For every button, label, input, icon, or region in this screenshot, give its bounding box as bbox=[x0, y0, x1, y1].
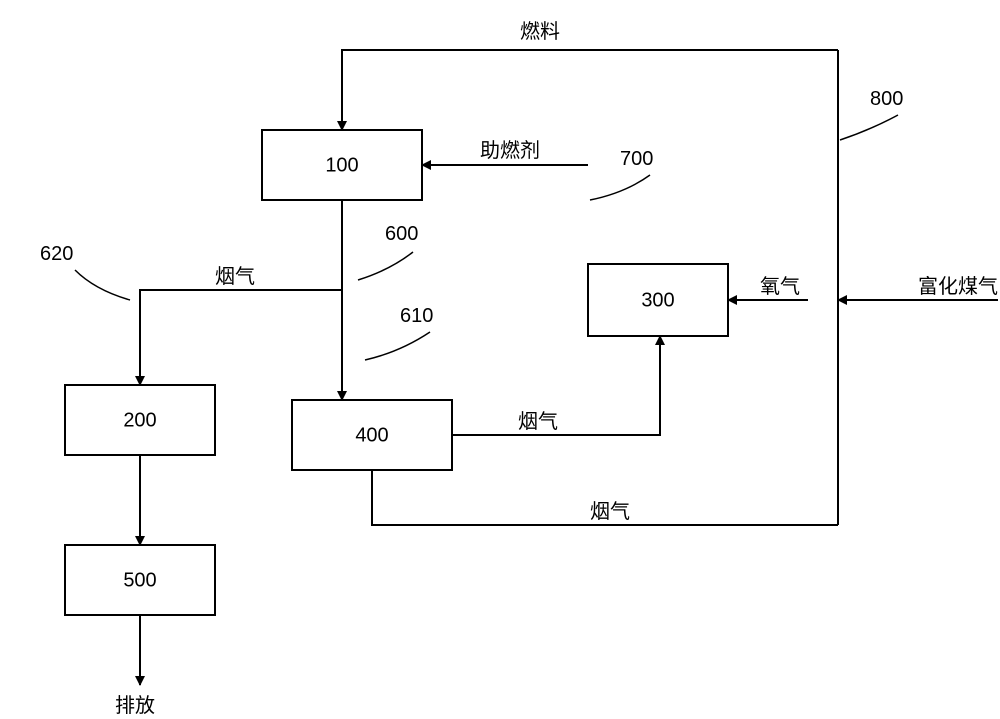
edge-label-e_yueqi_in300: 氧气 bbox=[760, 275, 800, 298]
node-100-label: 100 bbox=[325, 154, 358, 176]
ref-leader-600 bbox=[358, 252, 413, 280]
edge-label-e_400_300: 烟气 bbox=[518, 410, 558, 433]
edge-label-e_fuhua: 富化煤气 bbox=[918, 275, 998, 298]
ref-leader-800 bbox=[840, 115, 898, 140]
ref-leader-610 bbox=[365, 332, 430, 360]
edge-label-e_620: 烟气 bbox=[215, 265, 255, 288]
ref-leader-620 bbox=[75, 270, 130, 300]
node-100: 100 bbox=[262, 130, 422, 200]
node-200-label: 200 bbox=[123, 409, 156, 431]
ref-label-610: 610 bbox=[400, 305, 433, 327]
node-300-label: 300 bbox=[641, 289, 674, 311]
node-400-label: 400 bbox=[355, 424, 388, 446]
node-400: 400 bbox=[292, 400, 452, 470]
node-500: 500 bbox=[65, 545, 215, 615]
node-300: 300 bbox=[588, 264, 728, 336]
edge-e_fuel bbox=[342, 50, 838, 130]
ref-leader-700 bbox=[590, 175, 650, 200]
ref-label-800: 800 bbox=[870, 88, 903, 110]
ref-label-600: 600 bbox=[385, 223, 418, 245]
edge-e_620 bbox=[140, 290, 342, 385]
edge-label-e_fuel: 燃料 bbox=[520, 20, 560, 43]
ref-label-700: 700 bbox=[620, 148, 653, 170]
ref-label-620: 620 bbox=[40, 243, 73, 265]
node-200: 200 bbox=[65, 385, 215, 455]
edge-label-e_500_out: 排放 bbox=[115, 694, 155, 717]
edge-label-e_400_800: 烟气 bbox=[590, 500, 630, 523]
node-500-label: 500 bbox=[123, 569, 156, 591]
edge-label-e_oxidant: 助燃剂 bbox=[480, 139, 540, 162]
